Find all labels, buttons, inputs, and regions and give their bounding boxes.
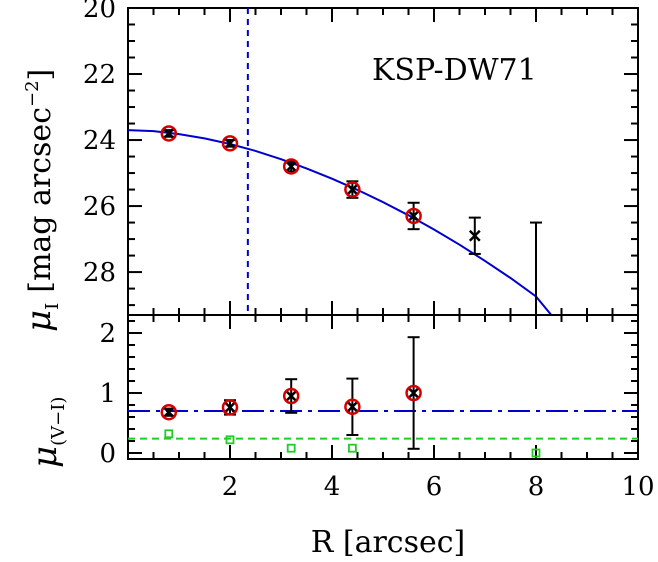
galaxy-name: KSP-DW71 [372, 53, 537, 88]
square-marker [225, 435, 235, 445]
y-tick-label: 22 [83, 60, 116, 90]
cross-marker [285, 390, 298, 402]
circle-marker [405, 384, 422, 402]
y-tick-label: 2 [99, 319, 116, 349]
square-marker [164, 429, 174, 439]
circle-marker [160, 125, 178, 142]
mu-symbol: μ [19, 310, 59, 332]
unit-superscript: −2 [22, 80, 43, 107]
cross-marker [162, 127, 175, 140]
cross-marker [346, 183, 359, 196]
square-marker [347, 443, 357, 453]
unit-text: [mag arcsec [23, 107, 58, 293]
square-marker [531, 448, 541, 458]
y-tick-label: 0 [99, 439, 116, 469]
cross-marker [346, 400, 359, 413]
y-tick-label: 1 [99, 379, 116, 409]
circle-marker [344, 398, 361, 416]
circle-marker [282, 387, 300, 405]
bottom-panel-frame [127, 314, 639, 460]
cross-marker [407, 387, 420, 399]
cross-marker [407, 210, 420, 222]
circle-marker [282, 158, 300, 175]
circle-marker [344, 181, 361, 198]
y-tick-label: 20 [83, 0, 116, 24]
circle-marker [221, 135, 239, 152]
cross-marker [162, 406, 175, 419]
cross-marker [285, 160, 298, 173]
y-tick-label: 28 [83, 258, 116, 288]
mu-subscript: (V−I) [48, 397, 69, 446]
cross-marker [224, 401, 236, 414]
bottom-y-axis-title: μ(V−I) [25, 397, 69, 468]
mu-subscript: I [42, 303, 63, 310]
square-marker [286, 443, 296, 453]
x-tick-label: 4 [324, 472, 341, 502]
unit-close: ] [23, 69, 58, 81]
bottom-panel [127, 314, 639, 460]
x-tick-label: 6 [426, 472, 443, 502]
mu-symbol: μ [25, 446, 65, 468]
cross-marker [468, 229, 481, 242]
y-tick-label: 26 [83, 192, 116, 222]
x-tick-label: 2 [222, 472, 239, 502]
y-tick-label: 24 [83, 126, 116, 156]
circle-marker [160, 403, 178, 421]
fit-curve [127, 129, 553, 316]
x-axis-title: R [arcsec] [311, 525, 466, 560]
top-y-axis-title: μI [mag arcsec−2] [19, 69, 63, 332]
cross-marker [224, 137, 236, 150]
x-tick-label: 8 [528, 472, 545, 502]
x-tick-label: 10 [621, 472, 654, 502]
circle-marker [221, 399, 239, 416]
circle-marker [405, 207, 422, 225]
